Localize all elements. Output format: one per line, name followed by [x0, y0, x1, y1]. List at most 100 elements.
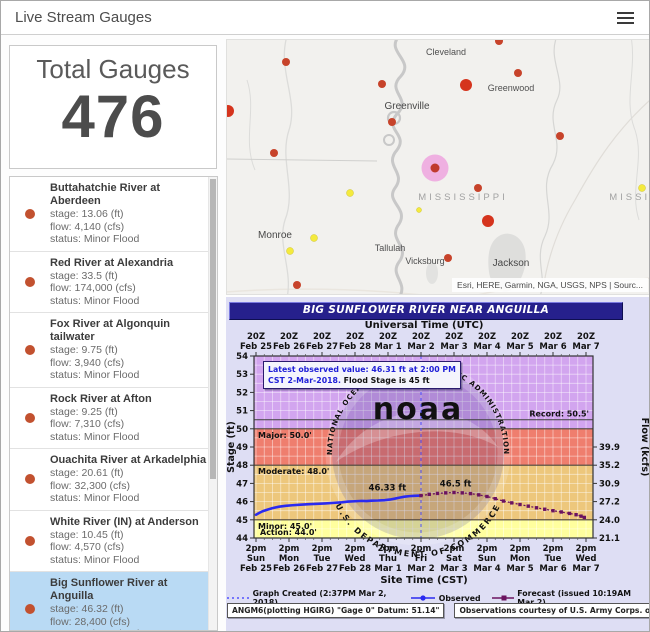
- map-gauge-marker[interactable]: [638, 184, 646, 192]
- svg-text:54: 54: [236, 352, 248, 362]
- svg-text:Record: 50.5': Record: 50.5': [529, 410, 589, 419]
- map-gauge-marker[interactable]: [444, 254, 452, 262]
- map-gauge-marker[interactable]: [474, 184, 482, 192]
- svg-text:Mar 4: Mar 4: [473, 342, 500, 352]
- svg-text:49: 49: [236, 443, 248, 453]
- gauge-status-dot-column: [10, 535, 50, 546]
- svg-text:Wed: Wed: [576, 554, 597, 564]
- gauge-severity-dot-icon: [25, 344, 35, 355]
- svg-text:Mar 4: Mar 4: [473, 564, 500, 574]
- gauge-list-item[interactable]: Big Sunflower River at Anguilla stage: 46…: [10, 572, 217, 630]
- map-gauge-marker[interactable]: [460, 79, 472, 91]
- map-gauge-marker[interactable]: [282, 58, 290, 66]
- gauge-severity-dot-icon: [25, 603, 35, 614]
- svg-text:Mar 6: Mar 6: [539, 342, 566, 352]
- svg-text:Mar 2: Mar 2: [407, 564, 434, 574]
- legend-label: Forecast (issued 10:19AM Mar 2): [517, 589, 631, 607]
- gauge-detail-line: status: Minor Flood: [50, 430, 140, 443]
- svg-text:Minor: 45.0': Minor: 45.0': [258, 522, 312, 531]
- gauge-status-dot-column: [10, 208, 50, 219]
- svg-text:48: 48: [236, 461, 248, 471]
- svg-text:noaa: noaa: [373, 392, 463, 427]
- map-view[interactable]: Cleveland Greenwood Greenville MISSISSIPPI M…: [226, 39, 649, 295]
- map-city-label: Cleveland: [426, 47, 466, 57]
- map-gauge-marker[interactable]: [270, 149, 278, 157]
- svg-text:Flow (kcfs): Flow (kcfs): [639, 418, 649, 477]
- gauge-name: Rock River at Afton: [50, 392, 152, 405]
- chart-top-axis-title: Universal Time (UTC): [364, 320, 484, 331]
- forecast-line: [420, 491, 585, 519]
- map-gauge-marker[interactable]: [388, 118, 396, 126]
- svg-text:Mar 1: Mar 1: [374, 564, 401, 574]
- map-gauge-marker[interactable]: [293, 281, 301, 289]
- map-gauge-marker[interactable]: [495, 40, 503, 45]
- svg-text:30.9: 30.9: [599, 479, 620, 489]
- map-gauge-marker[interactable]: [227, 105, 234, 117]
- map-city-label: Tallulah: [375, 243, 406, 253]
- map-gauge-marker[interactable]: [514, 69, 522, 77]
- svg-text:Mar 5: Mar 5: [506, 342, 533, 352]
- legend-label: Observed: [438, 593, 481, 603]
- map-gauge-marker[interactable]: [310, 234, 318, 242]
- map-gauge-marker[interactable]: [378, 80, 386, 88]
- gauge-info: Red River at Alexandria stage: 33.5 (ft) f…: [50, 257, 207, 308]
- gauge-list-item[interactable]: Rock River at Afton stage: 9.25 (ft) flow:…: [10, 387, 217, 449]
- map-gauge-marker[interactable]: [556, 132, 564, 140]
- gauge-list-scrollbar[interactable]: [208, 177, 217, 630]
- gauge-name: Red River at Alexandria: [50, 256, 174, 269]
- gauge-info: Big Sunflower River at Anguilla stage: 46…: [50, 577, 207, 630]
- gauge-detail-line: flow: 7,310 (cfs): [50, 418, 125, 430]
- gauge-detail-line: stage: 9.75 (ft): [50, 344, 118, 356]
- svg-text:Stage (ft): Stage (ft): [226, 421, 237, 473]
- gauge-list-item[interactable]: Red River at Alexandria stage: 33.5 (ft) f…: [10, 251, 217, 313]
- gauge-severity-dot-icon: [25, 276, 35, 287]
- svg-text:Feb 26: Feb 26: [273, 342, 305, 352]
- gauge-detail-line: flow: 3,940 (cfs): [50, 356, 125, 369]
- svg-text:Sat: Sat: [446, 554, 462, 564]
- map-gauge-marker[interactable]: [416, 207, 422, 213]
- gauge-detail-line: stage: 33.5 (ft): [50, 269, 118, 282]
- svg-text:20Z: 20Z: [478, 332, 496, 342]
- gauge-list-item[interactable]: Fox River at Algonquin tailwater stage: 9…: [10, 313, 217, 388]
- noaa-watermark: NATIONAL OCEANIC AND ATMOSPHERIC ADMINIS…: [325, 360, 511, 559]
- map-selected-gauge-marker[interactable]: [421, 154, 449, 182]
- gauge-detail-line: flow: 4,140 (cfs): [50, 220, 125, 233]
- map-gauge-marker[interactable]: [346, 189, 354, 197]
- scrollbar-thumb[interactable]: [210, 179, 216, 479]
- svg-text:2pm: 2pm: [543, 544, 564, 554]
- svg-text:35.2: 35.2: [599, 461, 620, 471]
- svg-text:Sun: Sun: [478, 554, 496, 564]
- chart-bottom-axis-title: Site Time (CST): [380, 575, 468, 586]
- map-gauge-marker[interactable]: [482, 215, 494, 227]
- map-canvas: Cleveland Greenwood Greenville MISSISSIPPI M…: [227, 40, 649, 294]
- svg-text:Fri: Fri: [415, 554, 427, 564]
- gauge-info: White River (IN) at Anderson stage: 10.45…: [50, 516, 207, 567]
- svg-text:Mon: Mon: [279, 554, 299, 564]
- gauge-status-dot-column: [10, 603, 50, 614]
- svg-text:51: 51: [236, 407, 248, 417]
- gauge-detail-line: flow: 32,300 (cfs): [50, 479, 130, 492]
- map-gauge-marker[interactable]: [286, 247, 294, 255]
- gauge-list-item[interactable]: White River (IN) at Anderson stage: 10.45…: [10, 510, 217, 572]
- svg-text:Mar 1: Mar 1: [374, 342, 401, 352]
- svg-text:Tue: Tue: [314, 554, 331, 564]
- legend-item: Forecast (issued 10:19AM Mar 2): [491, 589, 649, 607]
- map-markers: [227, 40, 646, 289]
- gauge-severity-dot-icon: [25, 412, 35, 423]
- hamburger-menu-icon[interactable]: [617, 12, 634, 27]
- gauge-list-item[interactable]: Ouachita River at Arkadelphia stage: 20.6…: [10, 449, 217, 511]
- svg-text:24.0: 24.0: [599, 516, 620, 526]
- svg-text:39.9: 39.9: [599, 443, 620, 453]
- map-city-label: Greenville: [384, 101, 429, 112]
- gauge-detail-line: status: Minor Flood: [50, 233, 140, 245]
- svg-text:Moderate: 48.0': Moderate: 48.0': [258, 467, 329, 476]
- svg-text:2pm: 2pm: [246, 544, 267, 554]
- map-attribution: Esri, HERE, Garmin, NGA, USGS, NPS | Sou…: [452, 278, 648, 292]
- gauge-detail-line: flow: 28,400 (cfs): [50, 615, 130, 628]
- gauge-list-item[interactable]: Buttahatchie River at Aberdeen stage: 13.…: [10, 177, 217, 252]
- svg-text:2pm: 2pm: [411, 544, 432, 554]
- svg-text:Mar 6: Mar 6: [539, 564, 566, 574]
- gauge-items-container: Buttahatchie River at Aberdeen stage: 13.…: [10, 177, 217, 630]
- svg-text:Feb 25: Feb 25: [240, 564, 272, 574]
